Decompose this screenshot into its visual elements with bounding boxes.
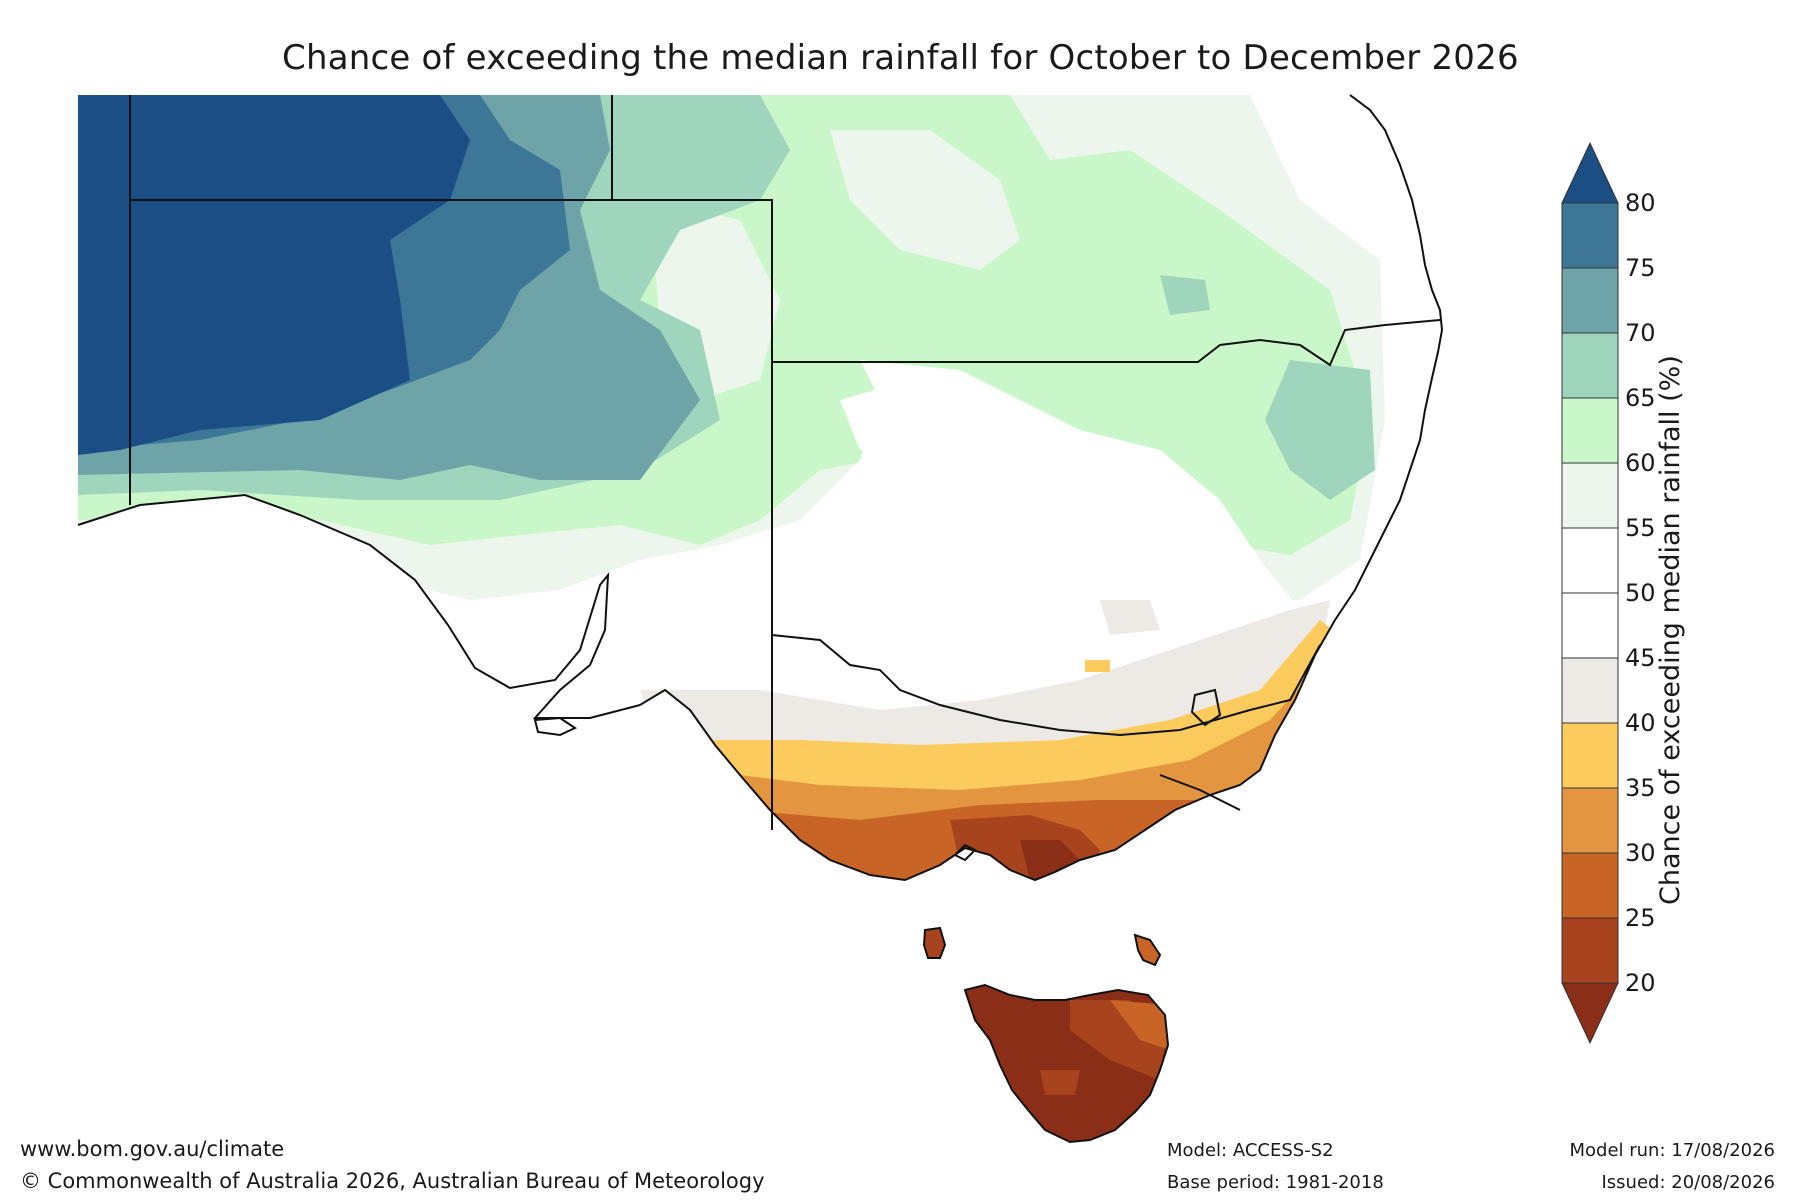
colorbar-tick-60: 60 xyxy=(1625,449,1656,477)
issued-text: Issued: 20/08/2026 xyxy=(1601,1172,1775,1193)
colorbar-tick-45: 45 xyxy=(1625,644,1656,672)
model-text: Model: ACCESS-S2 xyxy=(1167,1140,1334,1161)
colorbar-tick-70: 70 xyxy=(1625,319,1656,347)
colorbar-tick-65: 65 xyxy=(1625,384,1656,412)
copyright-text: © Commonwealth of Australia 2026, Austra… xyxy=(20,1169,765,1193)
colorbar-tick-50: 50 xyxy=(1625,579,1656,607)
colorbar-tick-40: 40 xyxy=(1625,709,1656,737)
website-link[interactable]: www.bom.gov.au/climate xyxy=(20,1137,285,1161)
colorbar-label: Chance of exceeding median rainfall (%) xyxy=(1655,355,1686,905)
colorbar-tick-80: 80 xyxy=(1625,189,1656,217)
colorbar-tick-30: 30 xyxy=(1625,839,1656,867)
map-title: Chance of exceeding the median rainfall … xyxy=(282,38,1519,78)
colorbar-tick-20: 20 xyxy=(1625,969,1656,997)
colorbar-tick-35: 35 xyxy=(1625,774,1656,802)
colorbar-tick-55: 55 xyxy=(1625,514,1656,542)
colorbar-tick-75: 75 xyxy=(1625,254,1656,282)
base-period-text: Base period: 1981-2018 xyxy=(1167,1172,1384,1193)
colorbar-tick-25: 25 xyxy=(1625,904,1656,932)
model-run-text: Model run: 17/08/2026 xyxy=(1569,1140,1775,1161)
